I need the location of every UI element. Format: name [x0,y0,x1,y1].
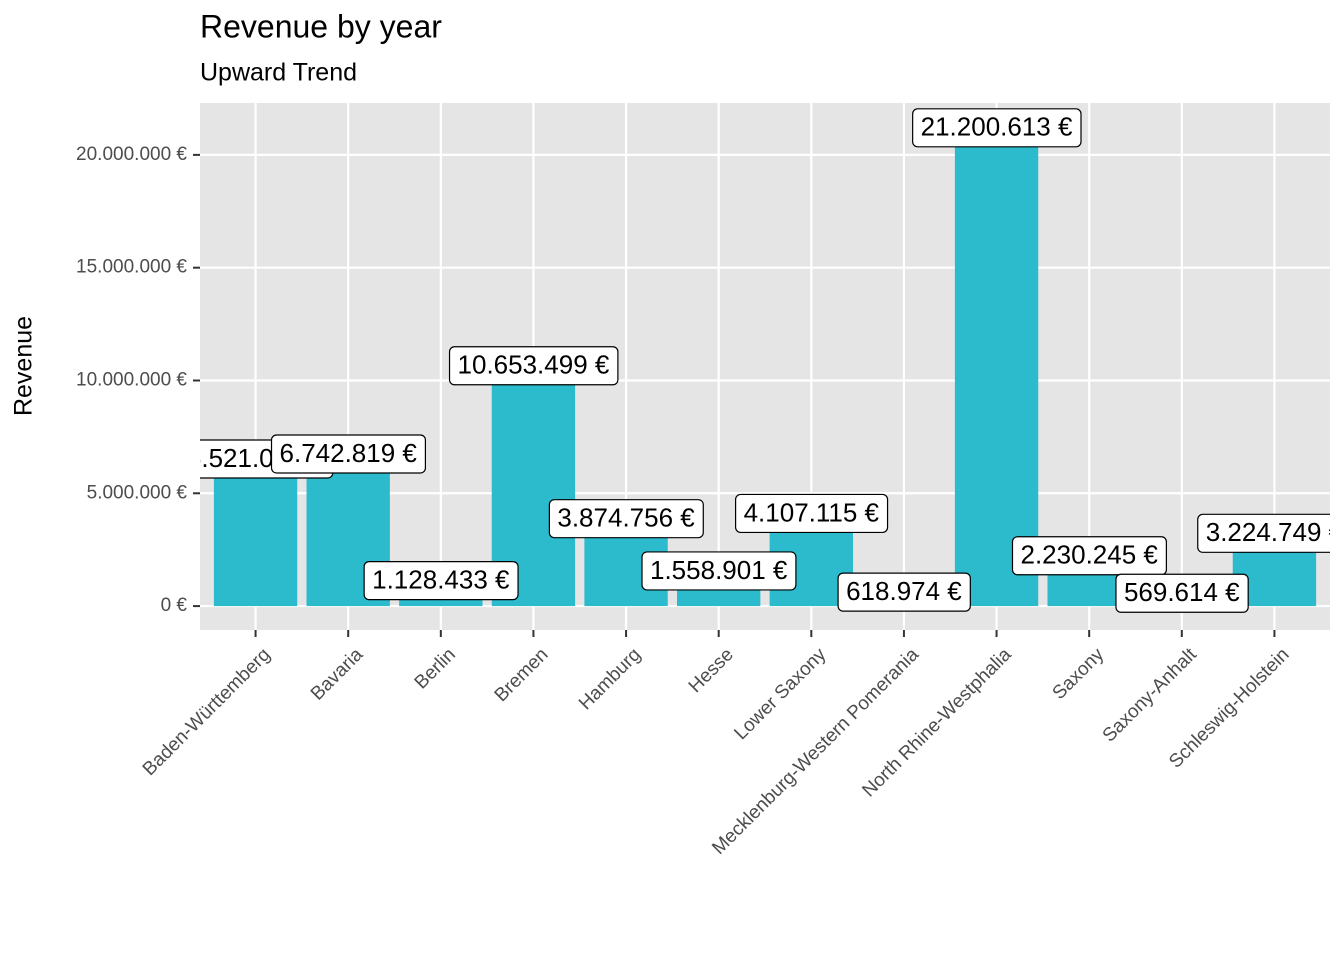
value-label: 569.614 € [1115,573,1249,613]
value-label-box [1115,573,1249,613]
y-tick-label: 0 € [161,595,188,616]
x-tick-label: Saxony-Anhalt [1099,644,1202,747]
x-tick-label: Lower Saxony [730,644,830,744]
chart-subtitle: Upward Trend [200,59,357,87]
value-label: 3.224.749 € [1197,513,1344,553]
value-label: 21.200.613 € [912,108,1082,148]
value-label-box [548,499,704,539]
value-label-text: 618.974 € [846,576,962,606]
value-label-box [448,346,619,386]
y-tick-label: 20.000.000 € [76,144,187,165]
value-label-box [837,572,971,612]
y-tick-label: 15.000.000 € [76,257,187,278]
x-tick-label: North Rhine-Westphalia [858,644,1016,802]
value-label-text: 1.128.433 € [372,565,510,595]
x-tick-label: Bremen [491,644,553,706]
value-label-box [912,108,1082,148]
x-tick-label: Mecklenburg-Western Pomerania [708,644,923,859]
value-label: 2.230.245 € [1011,536,1167,576]
value-label-box [363,561,519,601]
x-tick-label: Baden-Württemberg [139,644,275,780]
value-label: 10.653.499 € [448,346,619,386]
value-label-text: 3.874.756 € [557,503,695,533]
value-label: 618.974 € [837,572,971,612]
value-label-box [1197,513,1330,553]
x-tick-label: Berlin [411,644,460,693]
value-label: 1.558.901 € [641,551,797,591]
value-label: 1.128.433 € [363,561,519,601]
value-label-text: 4.107.115 € [744,497,880,527]
value-label: 3.874.756 € [548,499,704,539]
value-label: 4.107.115 € [735,493,889,534]
value-label-box [270,434,427,474]
value-label-text: 2.230.245 € [1021,540,1159,570]
y-tick-label: 10.000.000 € [76,370,187,391]
value-label-text: 6.742.819 € [280,438,418,468]
value-labels: 6.521.000 €6.742.819 €1.128.433 €10.653.… [200,108,1344,613]
y-tick-label: 5.000.000 € [87,482,188,503]
x-tick-label: Hesse [685,644,738,697]
value-label-text: 10.653.499 € [458,350,610,380]
x-tick-label: Hamburg [575,644,645,714]
bar [954,127,1039,607]
grid [200,103,1330,630]
x-tick-label: Saxony [1049,644,1109,704]
value-label-box [641,551,797,591]
chart-title: Revenue by year [200,8,442,44]
value-label: 6.742.819 € [270,434,427,474]
value-label-box [735,493,889,534]
value-label-text: 1.558.901 € [650,555,788,585]
value-label-text: 569.614 € [1124,577,1240,607]
x-tick-label: Bavaria [307,644,368,705]
y-axis-title: Revenue [10,316,38,416]
bar [213,458,298,607]
value-label-text: 3.224.749 € [1206,517,1344,547]
value-label-text: 21.200.613 € [921,112,1073,142]
value-label-box [1011,536,1167,576]
